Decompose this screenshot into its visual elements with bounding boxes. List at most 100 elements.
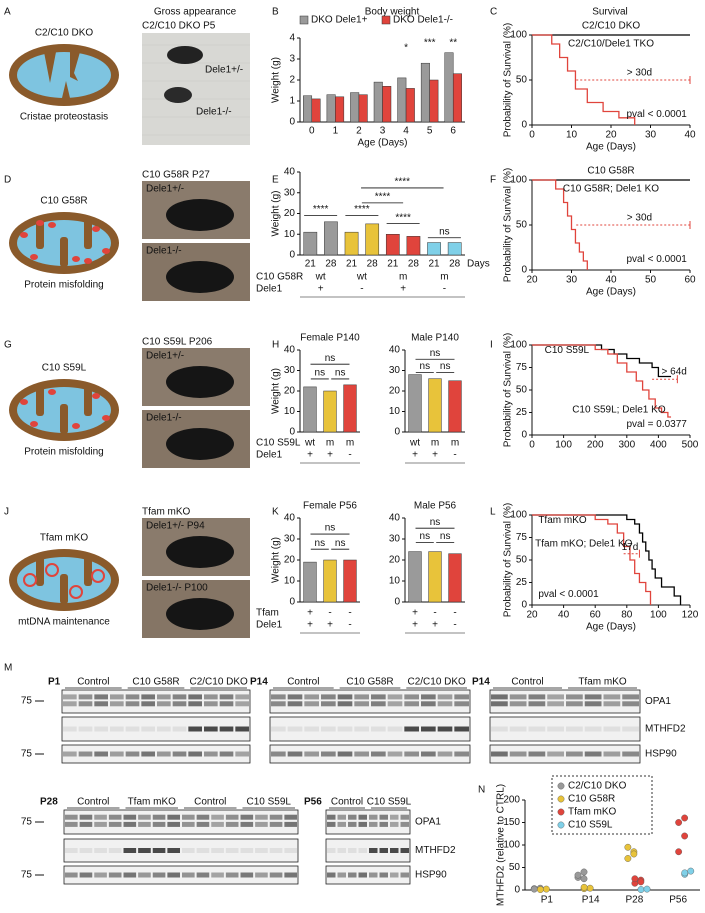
crista bbox=[70, 52, 80, 81]
blot-band bbox=[125, 701, 140, 707]
blot-band bbox=[327, 848, 336, 853]
survival-curve bbox=[532, 514, 682, 605]
annotation: ns bbox=[440, 531, 451, 542]
x-tick-label: 0 bbox=[529, 130, 535, 141]
annotation: ns bbox=[440, 361, 451, 372]
blot-band bbox=[528, 726, 546, 732]
genotype-value: + bbox=[327, 620, 333, 631]
legend-box bbox=[551, 775, 653, 835]
y-tick-label: 30 bbox=[284, 365, 296, 376]
blot-band bbox=[603, 751, 621, 757]
blot-band bbox=[271, 751, 286, 757]
blot-band bbox=[225, 814, 239, 820]
mtdna bbox=[45, 563, 59, 577]
y-tick-label: 0 bbox=[394, 427, 400, 438]
annotation: pval = 0.0377 bbox=[627, 419, 688, 430]
blot-band bbox=[141, 701, 155, 707]
blot-band bbox=[269, 814, 283, 820]
blot-band bbox=[421, 751, 436, 757]
genotype-value: + bbox=[412, 450, 418, 461]
blot-strip bbox=[489, 689, 641, 714]
blot-band bbox=[437, 726, 453, 732]
model-process: Cristae proteostasis bbox=[20, 112, 108, 123]
point bbox=[580, 883, 588, 891]
blot-band bbox=[371, 726, 386, 732]
bar bbox=[447, 242, 462, 256]
genotype-value: - bbox=[453, 450, 456, 461]
y-tick-label: 200 bbox=[503, 795, 520, 806]
bar bbox=[323, 559, 337, 603]
blot-band bbox=[110, 726, 124, 732]
y-tick-label: 0 bbox=[521, 430, 527, 441]
x-tick-label: 300 bbox=[618, 440, 635, 451]
photo-label: Dele1+/- P94 bbox=[146, 521, 205, 532]
blot-band bbox=[219, 726, 234, 732]
y-axis-label: MTHFD2 (relative to CTRL) bbox=[496, 784, 507, 906]
panel-letter: A bbox=[4, 7, 11, 18]
blot-band bbox=[337, 821, 346, 827]
blot-band bbox=[138, 821, 151, 827]
point bbox=[643, 885, 651, 893]
y-axis-label: Probability of Survival (%) bbox=[503, 168, 514, 282]
y-tick-label: 20 bbox=[389, 555, 401, 566]
blot-band bbox=[78, 694, 93, 700]
y-tick-label: 10 bbox=[284, 229, 296, 240]
blot-band bbox=[371, 694, 386, 700]
blot-band bbox=[138, 848, 151, 853]
legend-marker bbox=[557, 808, 565, 816]
x-tick-label: 21 bbox=[429, 259, 441, 270]
blot-group-label: Control bbox=[77, 797, 109, 808]
blot-band bbox=[78, 726, 93, 732]
blot-band bbox=[204, 751, 218, 757]
x-tick-label: P1 bbox=[541, 895, 554, 906]
misfolded-protein bbox=[72, 256, 80, 262]
y-tick-label: 20 bbox=[284, 555, 296, 566]
legend-label: DKO Dele1+ bbox=[311, 15, 368, 26]
x-tick-label: 40 bbox=[558, 610, 570, 621]
blot-band bbox=[182, 814, 195, 820]
blot-band bbox=[271, 701, 286, 707]
mouse bbox=[166, 199, 234, 231]
mouse bbox=[164, 87, 192, 103]
genotype-value: + bbox=[432, 450, 438, 461]
blot-band bbox=[65, 872, 78, 878]
y-tick-label: 20 bbox=[284, 386, 296, 397]
mw-marker: 75 bbox=[21, 696, 33, 707]
blot-band bbox=[172, 694, 187, 700]
blot-band bbox=[167, 821, 180, 827]
blot-band bbox=[196, 821, 210, 827]
blot-band bbox=[240, 821, 254, 827]
blot-band bbox=[269, 848, 283, 853]
blot-band bbox=[141, 726, 155, 732]
blot-band bbox=[509, 701, 527, 707]
x-tick-label: 100 bbox=[650, 610, 667, 621]
crista bbox=[60, 237, 68, 267]
bar bbox=[303, 386, 317, 433]
annotation: ns bbox=[315, 368, 326, 379]
annotation: ** bbox=[449, 38, 457, 49]
blot-band bbox=[138, 872, 151, 878]
x-tick-label: 50 bbox=[645, 275, 657, 286]
blot-band bbox=[327, 821, 336, 827]
y-tick-label: 25 bbox=[516, 407, 528, 418]
annotation: ns bbox=[430, 517, 441, 528]
legend-marker bbox=[557, 821, 565, 829]
legend-label: DKO Dele1-/- bbox=[393, 15, 453, 26]
series-label: C2/C10 DKO bbox=[582, 21, 641, 32]
blot-band bbox=[269, 872, 283, 878]
x-tick-label: 120 bbox=[682, 610, 699, 621]
genotype-value: - bbox=[443, 284, 446, 295]
y-axis-label: Probability of Survival (%) bbox=[503, 23, 514, 137]
x-tick-label: 80 bbox=[621, 610, 633, 621]
blot-band bbox=[287, 751, 303, 757]
misfolded-protein bbox=[20, 399, 28, 405]
annotation: pval < 0.0001 bbox=[627, 254, 688, 265]
x-tick-label: 28 bbox=[367, 259, 379, 270]
model-name: C10 G58R bbox=[40, 196, 87, 207]
x-tick-label: 500 bbox=[682, 440, 699, 451]
x-tick-label: 6 bbox=[450, 126, 456, 137]
blot-band bbox=[400, 814, 409, 820]
blot-band bbox=[304, 751, 319, 757]
annotation: **** bbox=[395, 212, 411, 223]
genotype-label: C10 G58R bbox=[256, 272, 303, 283]
